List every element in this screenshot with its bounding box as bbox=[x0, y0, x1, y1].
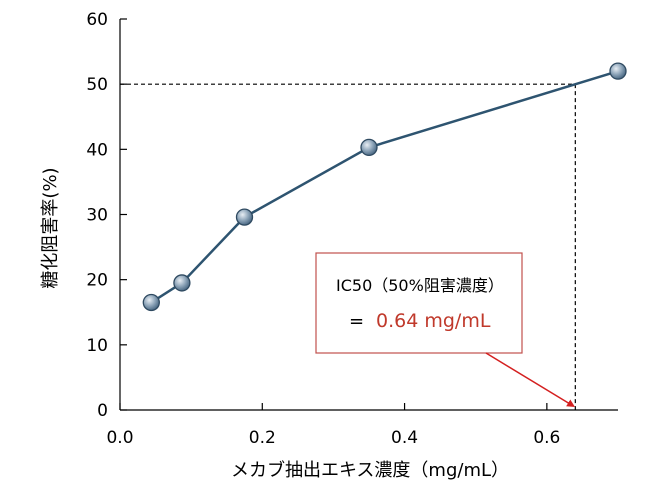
annotation-value: 0.64 mg/mL bbox=[376, 310, 491, 332]
ic50-annotation: IC50（50%阻害濃度） = 0.64 mg/mL bbox=[315, 252, 576, 408]
y-tick-label: 10 bbox=[86, 336, 108, 356]
y-tick-label: 50 bbox=[86, 75, 108, 95]
data-point bbox=[609, 62, 627, 80]
data-point bbox=[173, 274, 191, 292]
data-point bbox=[360, 138, 378, 157]
x-axis: 0.0 0.2 0.4 0.6 bbox=[106, 403, 618, 448]
y-axis-title: 糖化阻害率(%) bbox=[40, 167, 61, 288]
y-tick-label: 30 bbox=[86, 206, 108, 226]
x-tick-label: 0.6 bbox=[533, 428, 560, 448]
x-tick-label: 0.2 bbox=[249, 428, 276, 448]
y-tick-label: 60 bbox=[86, 10, 108, 30]
y-axis: 0 10 20 30 40 50 60 bbox=[86, 10, 127, 421]
annotation-title: IC50（50%阻害濃度） bbox=[336, 276, 504, 295]
data-point bbox=[142, 293, 160, 312]
annotation-arrow bbox=[485, 352, 576, 408]
series-layer bbox=[142, 62, 627, 312]
reference-lines bbox=[120, 83, 576, 410]
y-tick-label: 20 bbox=[86, 271, 108, 291]
data-point bbox=[235, 208, 254, 226]
annotation-box bbox=[315, 252, 523, 354]
x-axis-title: メカブ抽出エキス濃度（mg/mL） bbox=[231, 459, 509, 481]
x-tick-label: 0.4 bbox=[391, 428, 418, 448]
y-tick-label: 0 bbox=[97, 401, 108, 421]
annotation-equals: = bbox=[349, 311, 364, 332]
y-tick-label: 40 bbox=[86, 140, 108, 160]
x-tick-label: 0.0 bbox=[106, 428, 133, 448]
